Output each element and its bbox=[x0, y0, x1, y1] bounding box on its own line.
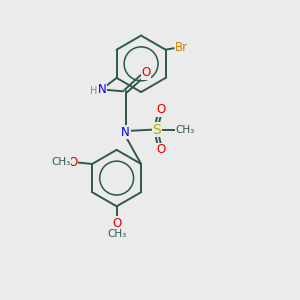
Text: O: O bbox=[141, 66, 150, 79]
Text: CH₃: CH₃ bbox=[52, 158, 71, 167]
Text: O: O bbox=[68, 156, 78, 169]
Text: CH₃: CH₃ bbox=[175, 124, 194, 135]
Text: N: N bbox=[121, 125, 130, 139]
Text: O: O bbox=[112, 217, 121, 230]
Text: CH₃: CH₃ bbox=[107, 229, 126, 239]
Text: O: O bbox=[156, 103, 165, 116]
Text: O: O bbox=[156, 143, 165, 156]
Text: H: H bbox=[90, 86, 98, 96]
Text: N: N bbox=[98, 83, 106, 96]
Text: Br: Br bbox=[175, 41, 188, 54]
Text: S: S bbox=[152, 123, 161, 136]
